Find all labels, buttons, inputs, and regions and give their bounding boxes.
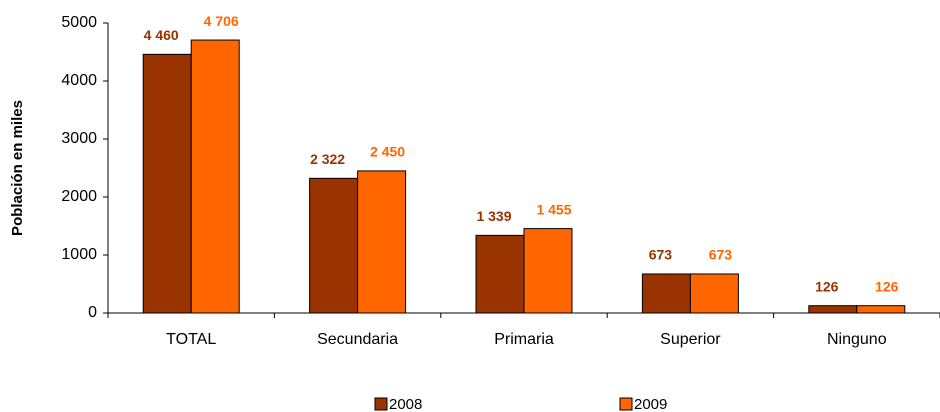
bar bbox=[475, 234, 525, 314]
x-tick-label: Secundaria bbox=[317, 331, 398, 348]
legend-swatch bbox=[619, 397, 633, 411]
value-label: 126 bbox=[815, 278, 839, 294]
value-label: 2 322 bbox=[310, 151, 345, 167]
y-tick-label: 0 bbox=[88, 304, 97, 321]
value-label: 1 339 bbox=[476, 208, 511, 224]
value-label: 4 460 bbox=[144, 27, 179, 43]
x-tick-label: Superior bbox=[660, 331, 721, 348]
bar bbox=[190, 39, 240, 314]
y-tick-label: 2000 bbox=[61, 188, 97, 205]
value-label: 126 bbox=[875, 278, 899, 294]
legend-label: 2009 bbox=[634, 396, 667, 412]
y-tick-label: 4000 bbox=[61, 72, 97, 89]
value-label: 2 450 bbox=[370, 144, 405, 160]
bar bbox=[523, 228, 573, 314]
legend-swatch bbox=[374, 397, 388, 411]
bar bbox=[641, 273, 691, 314]
y-axis-label: Población en miles bbox=[9, 100, 26, 236]
bar bbox=[357, 170, 407, 314]
value-label: 673 bbox=[709, 247, 733, 263]
bar bbox=[856, 305, 906, 314]
x-tick-label: TOTAL bbox=[166, 331, 216, 348]
x-tick-label: Primaria bbox=[494, 331, 554, 348]
y-tick-label: 3000 bbox=[61, 130, 97, 147]
x-tick-label: Ninguno bbox=[827, 331, 887, 348]
legend-label: 2008 bbox=[389, 396, 422, 412]
value-label: 4 706 bbox=[204, 13, 239, 29]
value-label: 673 bbox=[649, 247, 673, 263]
bar bbox=[142, 53, 192, 314]
y-tick-label: 1000 bbox=[61, 246, 97, 263]
y-tick-label: 5000 bbox=[61, 14, 97, 31]
bar bbox=[309, 177, 359, 314]
bar bbox=[689, 273, 739, 314]
value-label: 1 455 bbox=[536, 201, 571, 217]
bar bbox=[808, 305, 858, 314]
